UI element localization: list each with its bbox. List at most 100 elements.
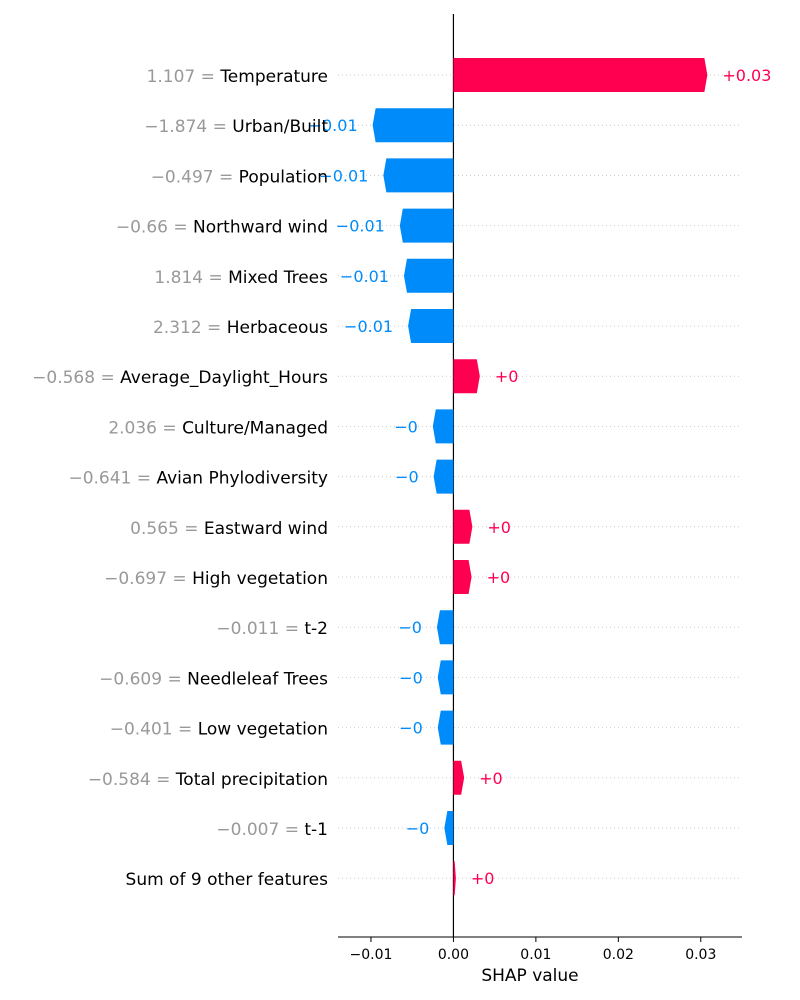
shap-value-label: −0 — [399, 668, 423, 687]
feature-label: −0.641 = Avian Phylodiversity — [68, 469, 328, 489]
shap-bar-high-vegetation — [453, 560, 472, 594]
feature-name: Urban/Built — [232, 117, 328, 137]
shap-value-label: −0.01 — [309, 116, 358, 135]
row-labels-group: +0.031.107 = Temperature−0.01−1.874 = Ur… — [32, 66, 771, 890]
equals-sign: = — [151, 770, 176, 790]
equals-sign: = — [207, 117, 232, 137]
feature-label: −0.584 = Total precipitation — [88, 770, 328, 790]
equals-sign: = — [279, 820, 304, 840]
equals-sign: = — [173, 720, 198, 740]
equals-sign: = — [179, 519, 204, 539]
shap-value-label: +0 — [487, 518, 511, 537]
feature-value: 0.565 — [130, 519, 179, 539]
feature-value: −0.007 — [216, 820, 279, 840]
shap-value-label: +0 — [479, 769, 503, 788]
equals-sign: = — [279, 619, 304, 639]
feature-label: 1.107 = Temperature — [147, 67, 328, 87]
shap-bar-culture-managed — [432, 409, 454, 444]
feature-name: Total precipitation — [175, 770, 328, 790]
shap-value-label: +0 — [495, 367, 519, 386]
x-tick-label: 0.00 — [438, 947, 469, 963]
shap-value-label: −0.01 — [336, 217, 385, 236]
feature-value: −0.401 — [110, 720, 173, 740]
equals-sign: = — [203, 268, 228, 288]
feature-name: Culture/Managed — [182, 418, 328, 438]
feature-value: −0.497 — [151, 167, 214, 187]
shap-value-label: −0 — [398, 618, 422, 637]
shap-bar-needleleaf-trees — [437, 660, 454, 695]
equals-sign: = — [167, 569, 192, 589]
feature-name: Mixed Trees — [228, 268, 328, 288]
feature-name: t-2 — [304, 619, 328, 639]
feature-name: Northward wind — [193, 218, 328, 238]
equals-sign: = — [95, 368, 120, 388]
shap-bar-herbaceous — [408, 309, 454, 343]
feature-value: −1.874 — [144, 117, 207, 137]
feature-name: Low vegetation — [198, 720, 328, 740]
feature-label: −0.66 = Northward wind — [116, 218, 328, 238]
feature-value: −0.568 — [32, 368, 95, 388]
shap-value-label: −0.01 — [340, 267, 389, 286]
shap-bar-urban-built — [372, 108, 454, 143]
feature-value: −0.609 — [99, 669, 162, 689]
equals-sign: = — [214, 167, 239, 187]
shap-bar-sum-of-9-other-features — [453, 861, 456, 896]
feature-value: 2.036 — [108, 418, 157, 438]
shap-value-label: +0.03 — [722, 66, 771, 85]
equals-sign: = — [202, 318, 227, 338]
feature-label: −0.568 = Average_Daylight_Hours — [32, 368, 328, 388]
feature-label: 2.036 = Culture/Managed — [108, 418, 328, 438]
feature-name: High vegetation — [192, 569, 328, 589]
feature-name: Avian Phylodiversity — [156, 469, 328, 489]
shap-bar-low-vegetation — [437, 710, 454, 745]
feature-name: Sum of 9 other features — [126, 870, 329, 890]
shap-value-label: +0 — [471, 869, 495, 888]
row-grid-lines — [338, 74, 742, 879]
shap-bar-population — [383, 158, 454, 193]
shap-bar-total-precipitation — [453, 760, 465, 795]
shap-value-label: −0 — [395, 468, 419, 487]
x-axis: −0.01 0.00 0.01 0.02 0.03 — [338, 936, 742, 963]
feature-label: −0.697 = High vegetation — [104, 569, 328, 589]
shap-value-label: +0 — [487, 568, 511, 587]
shap-value-label: −0.01 — [344, 317, 393, 336]
feature-value: −0.584 — [88, 770, 151, 790]
equals-sign: = — [131, 469, 156, 489]
feature-label: 1.814 = Mixed Trees — [154, 268, 328, 288]
shap-bar-avian-phylodiversity — [433, 459, 454, 494]
shap-bar-northward-wind — [399, 208, 454, 243]
feature-label: Sum of 9 other features — [126, 870, 329, 890]
shap-value-label: −0 — [399, 719, 423, 738]
feature-value: −0.011 — [216, 619, 279, 639]
equals-sign: = — [168, 218, 193, 238]
feature-label: −0.401 = Low vegetation — [110, 720, 328, 740]
bars-group — [372, 58, 708, 896]
feature-label: −0.497 = Population — [151, 167, 328, 187]
feature-label: −0.609 = Needleleaf Trees — [99, 669, 328, 689]
feature-label: −0.011 = t-2 — [216, 619, 328, 639]
equals-sign: = — [195, 67, 220, 87]
shap-bar-mixed-trees — [403, 258, 454, 293]
feature-label: 0.565 = Eastward wind — [130, 519, 328, 539]
feature-name: Population — [239, 167, 328, 187]
shap-bar-eastward-wind — [453, 509, 473, 544]
equals-sign: = — [157, 418, 182, 438]
shap-value-label: −0 — [406, 819, 430, 838]
x-axis-label: SHAP value — [481, 966, 578, 986]
feature-label: 2.312 = Herbaceous — [153, 318, 328, 338]
shap-value-label: −0.01 — [319, 166, 368, 185]
feature-value: 1.107 — [147, 67, 196, 87]
feature-name: Average_Daylight_Hours — [120, 368, 328, 388]
feature-label: −1.874 = Urban/Built — [144, 117, 328, 137]
feature-value: 1.814 — [154, 268, 203, 288]
feature-name: Needleleaf Trees — [187, 669, 328, 689]
feature-label: −0.007 = t-1 — [216, 820, 328, 840]
shap-bar-average-daylight-hours — [453, 359, 480, 394]
shap-bar-t-1 — [444, 811, 454, 845]
x-tick-label: 0.01 — [520, 947, 551, 963]
x-tick-label: 0.03 — [685, 947, 716, 963]
feature-value: −0.641 — [68, 469, 131, 489]
shap-bar-t-2 — [436, 610, 454, 645]
feature-name: Temperature — [219, 67, 328, 87]
